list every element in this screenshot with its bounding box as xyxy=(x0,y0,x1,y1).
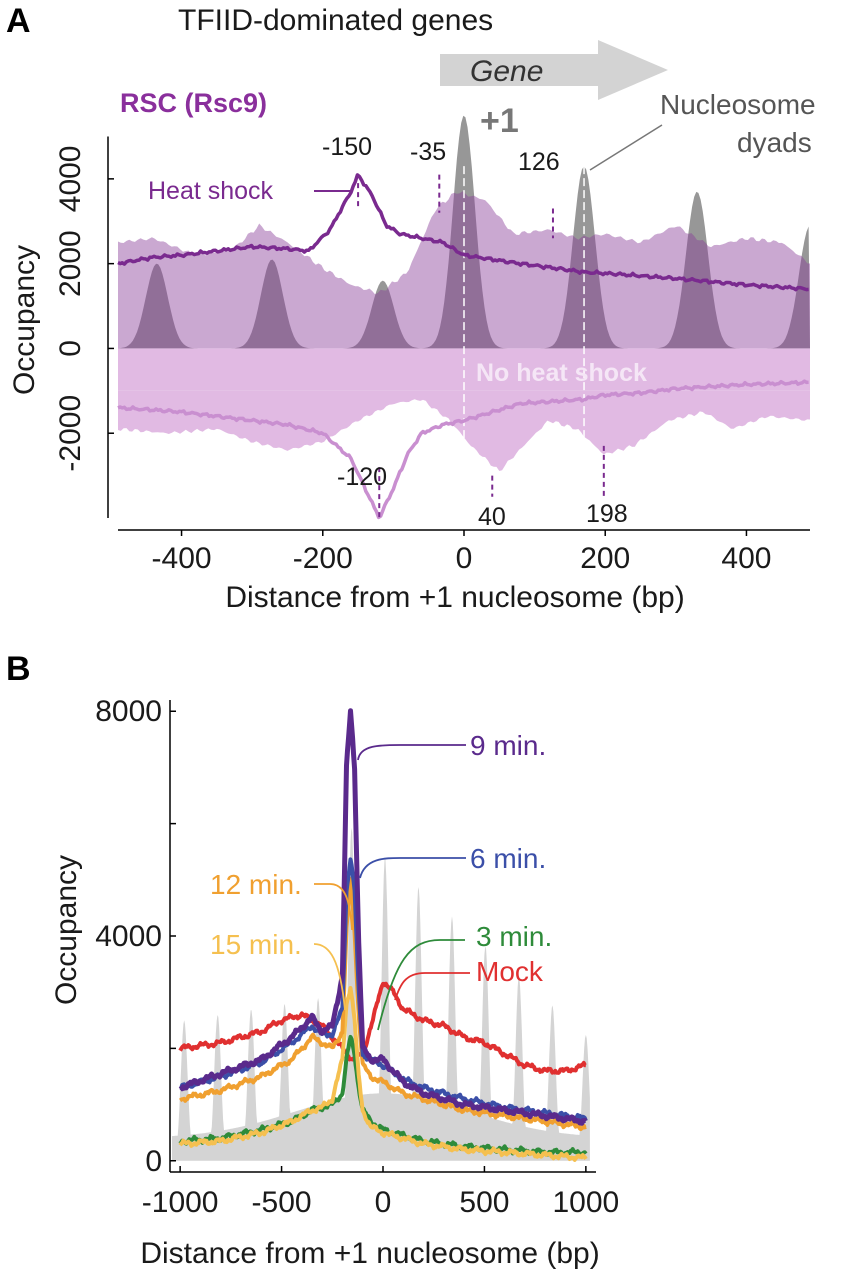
annotation-label-2: 126 xyxy=(518,148,560,176)
series-line-mock xyxy=(178,981,587,1075)
nucleosome-dyad-area-bottom xyxy=(172,827,590,1161)
gene-arrow xyxy=(440,40,668,100)
legend-label-12-min-: 12 min. xyxy=(210,869,302,900)
legend-leader-12-min- xyxy=(314,883,353,931)
x-tick-label-b-0: -1000 xyxy=(142,1186,219,1219)
annotation-label-3: -120 xyxy=(337,463,387,491)
series-line-3-min- xyxy=(178,1034,588,1158)
x-tick-label-a-4: 400 xyxy=(721,542,771,575)
series-line-15-min- xyxy=(178,986,588,1162)
panel-a-title: TFIID-dominated genes xyxy=(178,4,493,37)
x-tick-label-a-3: 200 xyxy=(580,542,630,575)
annotation-label-0: -150 xyxy=(322,133,372,161)
y-axis-title-b: Occupancy xyxy=(50,855,83,1005)
y-tick-label-a-0: -2000 xyxy=(54,395,87,472)
x-tick-label-b-2: 0 xyxy=(375,1186,392,1219)
x-tick-label-a-1: -200 xyxy=(293,542,353,575)
x-axis-title-a: Distance from +1 nucleosome (bp) xyxy=(225,581,684,614)
legend-leader-6-min- xyxy=(359,857,466,879)
plus-one-label: +1 xyxy=(480,102,519,140)
legend-leader-9-min- xyxy=(357,744,466,761)
legend-label-mock: Mock xyxy=(476,956,544,987)
series-line-12-min- xyxy=(179,876,587,1132)
x-tick-label-b-4: 1000 xyxy=(552,1186,619,1219)
annotation-label-5: 198 xyxy=(586,500,628,528)
legend-heat-shock: Heat shock xyxy=(148,177,274,205)
legend-label-15-min-: 15 min. xyxy=(210,929,302,960)
y-tick-label-a-2: 2000 xyxy=(54,230,87,297)
nucleosome-leader-line xyxy=(589,124,663,171)
annotation-label-4: 40 xyxy=(478,503,506,531)
legend-leader-mock xyxy=(394,972,470,1001)
x-tick-label-b-1: -500 xyxy=(252,1186,312,1219)
x-axis-title-b: Distance from +1 nucleosome (bp) xyxy=(140,1237,599,1270)
legend-leader-3-min- xyxy=(377,939,465,1031)
x-tick-label-a-0: -400 xyxy=(152,542,212,575)
y-tick-label-b-1: 4000 xyxy=(95,920,162,953)
nucleosome-label-line2: dyads xyxy=(737,127,812,158)
legend-leader-15-min- xyxy=(313,943,346,1011)
series-line-no-heat-shock xyxy=(117,379,809,520)
series-line-heat-shock xyxy=(117,173,809,292)
x-tick-label-b-3: 500 xyxy=(459,1186,509,1219)
y-axis-title-a: Occupancy xyxy=(8,245,41,395)
panel-a: A TFIID-dominated genes Gene -150 -35 126 -120… xyxy=(6,2,816,614)
annotation-label-1: -35 xyxy=(410,138,446,166)
panel-b: B 9 min. 6 min. 12 min. 15 min. 3 min. Mock 0 40… xyxy=(6,650,619,1270)
y-tick-label-b-0: 0 xyxy=(145,1145,162,1178)
panel-a-label: A xyxy=(6,2,31,40)
nucleosome-label-line1: Nucleosome xyxy=(660,89,816,120)
series-line-9-min- xyxy=(178,708,588,1126)
legend-label-3-min-: 3 min. xyxy=(476,921,552,952)
gene-label: Gene xyxy=(470,55,543,88)
factor-label: RSC (Rsc9) xyxy=(120,88,267,118)
legend-label-9-min-: 9 min. xyxy=(470,730,546,761)
y-tick-label-a-3: 4000 xyxy=(54,145,87,212)
y-tick-label-b-2: 8000 xyxy=(95,695,162,728)
y-tick-label-a-1: 0 xyxy=(54,340,87,357)
panel-b-label: B xyxy=(6,650,31,688)
legend-label-6-min-: 6 min. xyxy=(470,843,546,874)
x-tick-label-a-2: 0 xyxy=(456,542,473,575)
legend-no-heat-shock: No heat shock xyxy=(476,359,647,387)
